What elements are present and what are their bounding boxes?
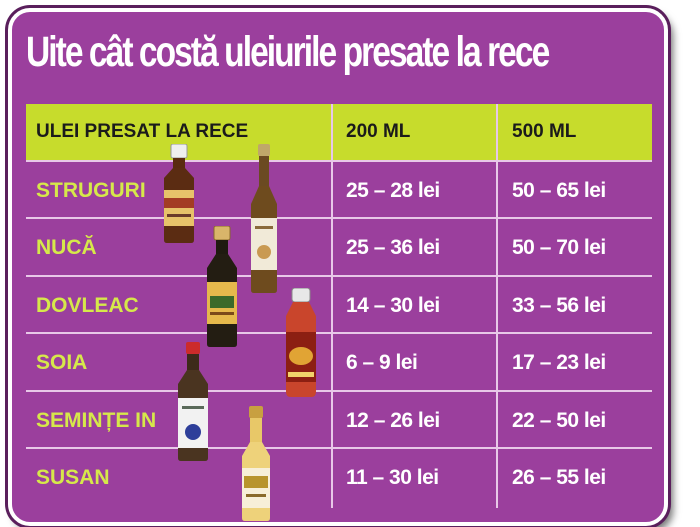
header-oil: ULEI PRESAT LA RECE — [36, 121, 249, 142]
table-row: SEMINȚE IN 12 – 26 lei 22 – 50 lei — [26, 392, 652, 449]
oil-name: SUSAN — [36, 466, 110, 489]
row-divider — [26, 447, 652, 449]
price-200ml: 11 – 30 lei — [346, 466, 439, 489]
row-divider — [26, 160, 652, 162]
header-200ml: 200 ML — [346, 121, 411, 142]
table-row: DOVLEAC 14 – 30 lei 33 – 56 lei — [26, 277, 652, 334]
oil-name: SOIA — [36, 351, 88, 374]
price-table: ULEI PRESAT LA RECE 200 ML 500 ML STRUGU… — [26, 104, 652, 508]
price-500ml: 17 – 23 lei — [512, 351, 606, 374]
soy-oil-bottle-image — [286, 288, 316, 397]
table-header: ULEI PRESAT LA RECE 200 ML 500 ML — [26, 104, 652, 160]
price-500ml: 26 – 55 lei — [512, 466, 606, 489]
table-row: SUSAN 11 – 30 lei 26 – 55 lei — [26, 449, 652, 506]
price-200ml: 14 – 30 lei — [346, 294, 440, 317]
table-row: SOIA 6 – 9 lei 17 – 23 lei — [26, 334, 652, 391]
pumpkin-oil-bottle-image — [207, 226, 237, 347]
price-500ml: 33 – 56 lei — [512, 294, 606, 317]
price-500ml: 50 – 65 lei — [512, 179, 606, 202]
row-divider — [26, 275, 652, 277]
row-divider — [26, 332, 652, 334]
table-row: NUCĂ 25 – 36 lei 50 – 70 lei — [26, 219, 652, 276]
column-divider — [496, 104, 498, 508]
row-divider — [26, 217, 652, 219]
price-200ml: 6 – 9 lei — [346, 351, 418, 374]
price-200ml: 25 – 28 lei — [346, 179, 440, 202]
price-200ml: 25 – 36 lei — [346, 236, 440, 259]
sesame-oil-bottle-image — [242, 406, 270, 521]
price-200ml: 12 – 26 lei — [346, 409, 440, 432]
price-500ml: 22 – 50 lei — [512, 409, 606, 432]
price-card: Uite cât costă uleiurile presate la rece… — [8, 8, 668, 526]
oil-name: DOVLEAC — [36, 294, 139, 317]
page-title: Uite cât costă uleiurile presate la rece — [26, 28, 550, 76]
flaxseed-oil-bottle-image — [178, 342, 208, 461]
oil-name: SEMINȚE IN — [36, 409, 157, 432]
table-row: STRUGURI 25 – 28 lei 50 – 65 lei — [26, 162, 652, 219]
grape-seed-oil-bottle-image — [164, 144, 194, 243]
row-divider — [26, 390, 652, 392]
header-500ml: 500 ML — [512, 121, 577, 142]
column-divider — [331, 104, 333, 508]
walnut-oil-bottle-image — [251, 144, 277, 293]
oil-name: NUCĂ — [36, 236, 97, 259]
price-500ml: 50 – 70 lei — [512, 236, 606, 259]
oil-name: STRUGURI — [36, 179, 146, 202]
